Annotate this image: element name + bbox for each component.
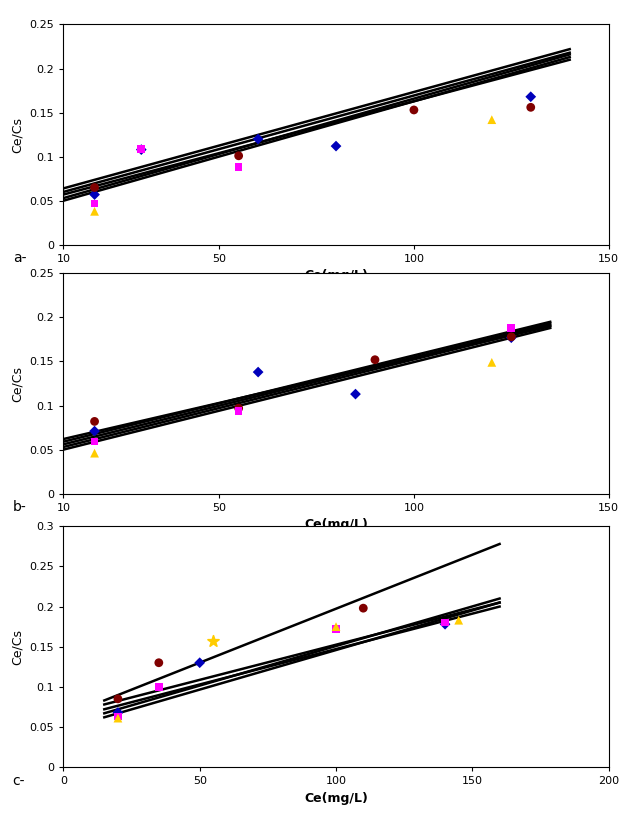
Point [195, 656, 205, 669]
Point [136, 143, 146, 156]
Point [409, 64, 419, 78]
Point [253, 366, 263, 379]
Point [358, 601, 368, 614]
Y-axis label: Ce/Cs: Ce/Cs [11, 628, 24, 665]
Point [89, 415, 100, 428]
Point [545, 60, 555, 73]
Point [487, 113, 497, 126]
Point [467, 575, 477, 588]
Point [89, 181, 100, 194]
Point [113, 712, 123, 725]
Point [409, 62, 419, 75]
Point [233, 401, 243, 415]
Point [409, 104, 419, 117]
Point [167, 640, 178, 653]
Point [233, 161, 243, 174]
Point [89, 188, 100, 201]
Point [253, 379, 263, 392]
Point [351, 388, 361, 401]
Point [233, 404, 243, 417]
Point [331, 140, 341, 153]
Point [506, 322, 516, 335]
Point [358, 541, 368, 554]
Point [370, 353, 380, 366]
Point [506, 331, 516, 344]
Point [153, 656, 164, 669]
Point [113, 692, 123, 705]
X-axis label: Ce(mg/L): Ce(mg/L) [304, 518, 368, 531]
Point [370, 353, 380, 366]
X-axis label: Ce(mg/L): Ce(mg/L) [304, 269, 368, 282]
Point [153, 681, 164, 694]
Point [253, 128, 263, 141]
Point [89, 424, 100, 437]
Point [136, 141, 146, 154]
Point [495, 548, 505, 561]
Point [113, 710, 123, 723]
Point [380, 562, 390, 575]
Point [208, 635, 218, 648]
Point [253, 124, 263, 137]
X-axis label: Ce(mg/L): Ce(mg/L) [304, 792, 368, 805]
Point [453, 614, 463, 627]
Point [89, 446, 100, 459]
Point [526, 101, 536, 114]
Point [487, 356, 497, 369]
Point [506, 322, 516, 335]
Point [526, 91, 536, 104]
Point [253, 132, 263, 145]
Text: b-: b- [13, 500, 27, 514]
Point [89, 197, 100, 210]
Point [136, 142, 146, 155]
Y-axis label: Ce/Cs: Ce/Cs [11, 366, 24, 401]
Point [545, 58, 555, 71]
Text: c-: c- [13, 774, 25, 787]
Point [89, 205, 100, 218]
Point [331, 620, 341, 633]
Point [506, 330, 516, 344]
Point [440, 618, 450, 631]
Point [136, 141, 146, 154]
Point [113, 706, 123, 719]
Point [440, 616, 450, 629]
Point [236, 602, 246, 615]
Point [331, 623, 341, 636]
Y-axis label: Ce/Cs: Ce/Cs [11, 117, 24, 153]
Point [233, 149, 243, 162]
Text: a-: a- [13, 251, 26, 265]
Point [370, 348, 380, 361]
Point [89, 435, 100, 448]
Point [506, 318, 516, 331]
Point [253, 381, 263, 394]
